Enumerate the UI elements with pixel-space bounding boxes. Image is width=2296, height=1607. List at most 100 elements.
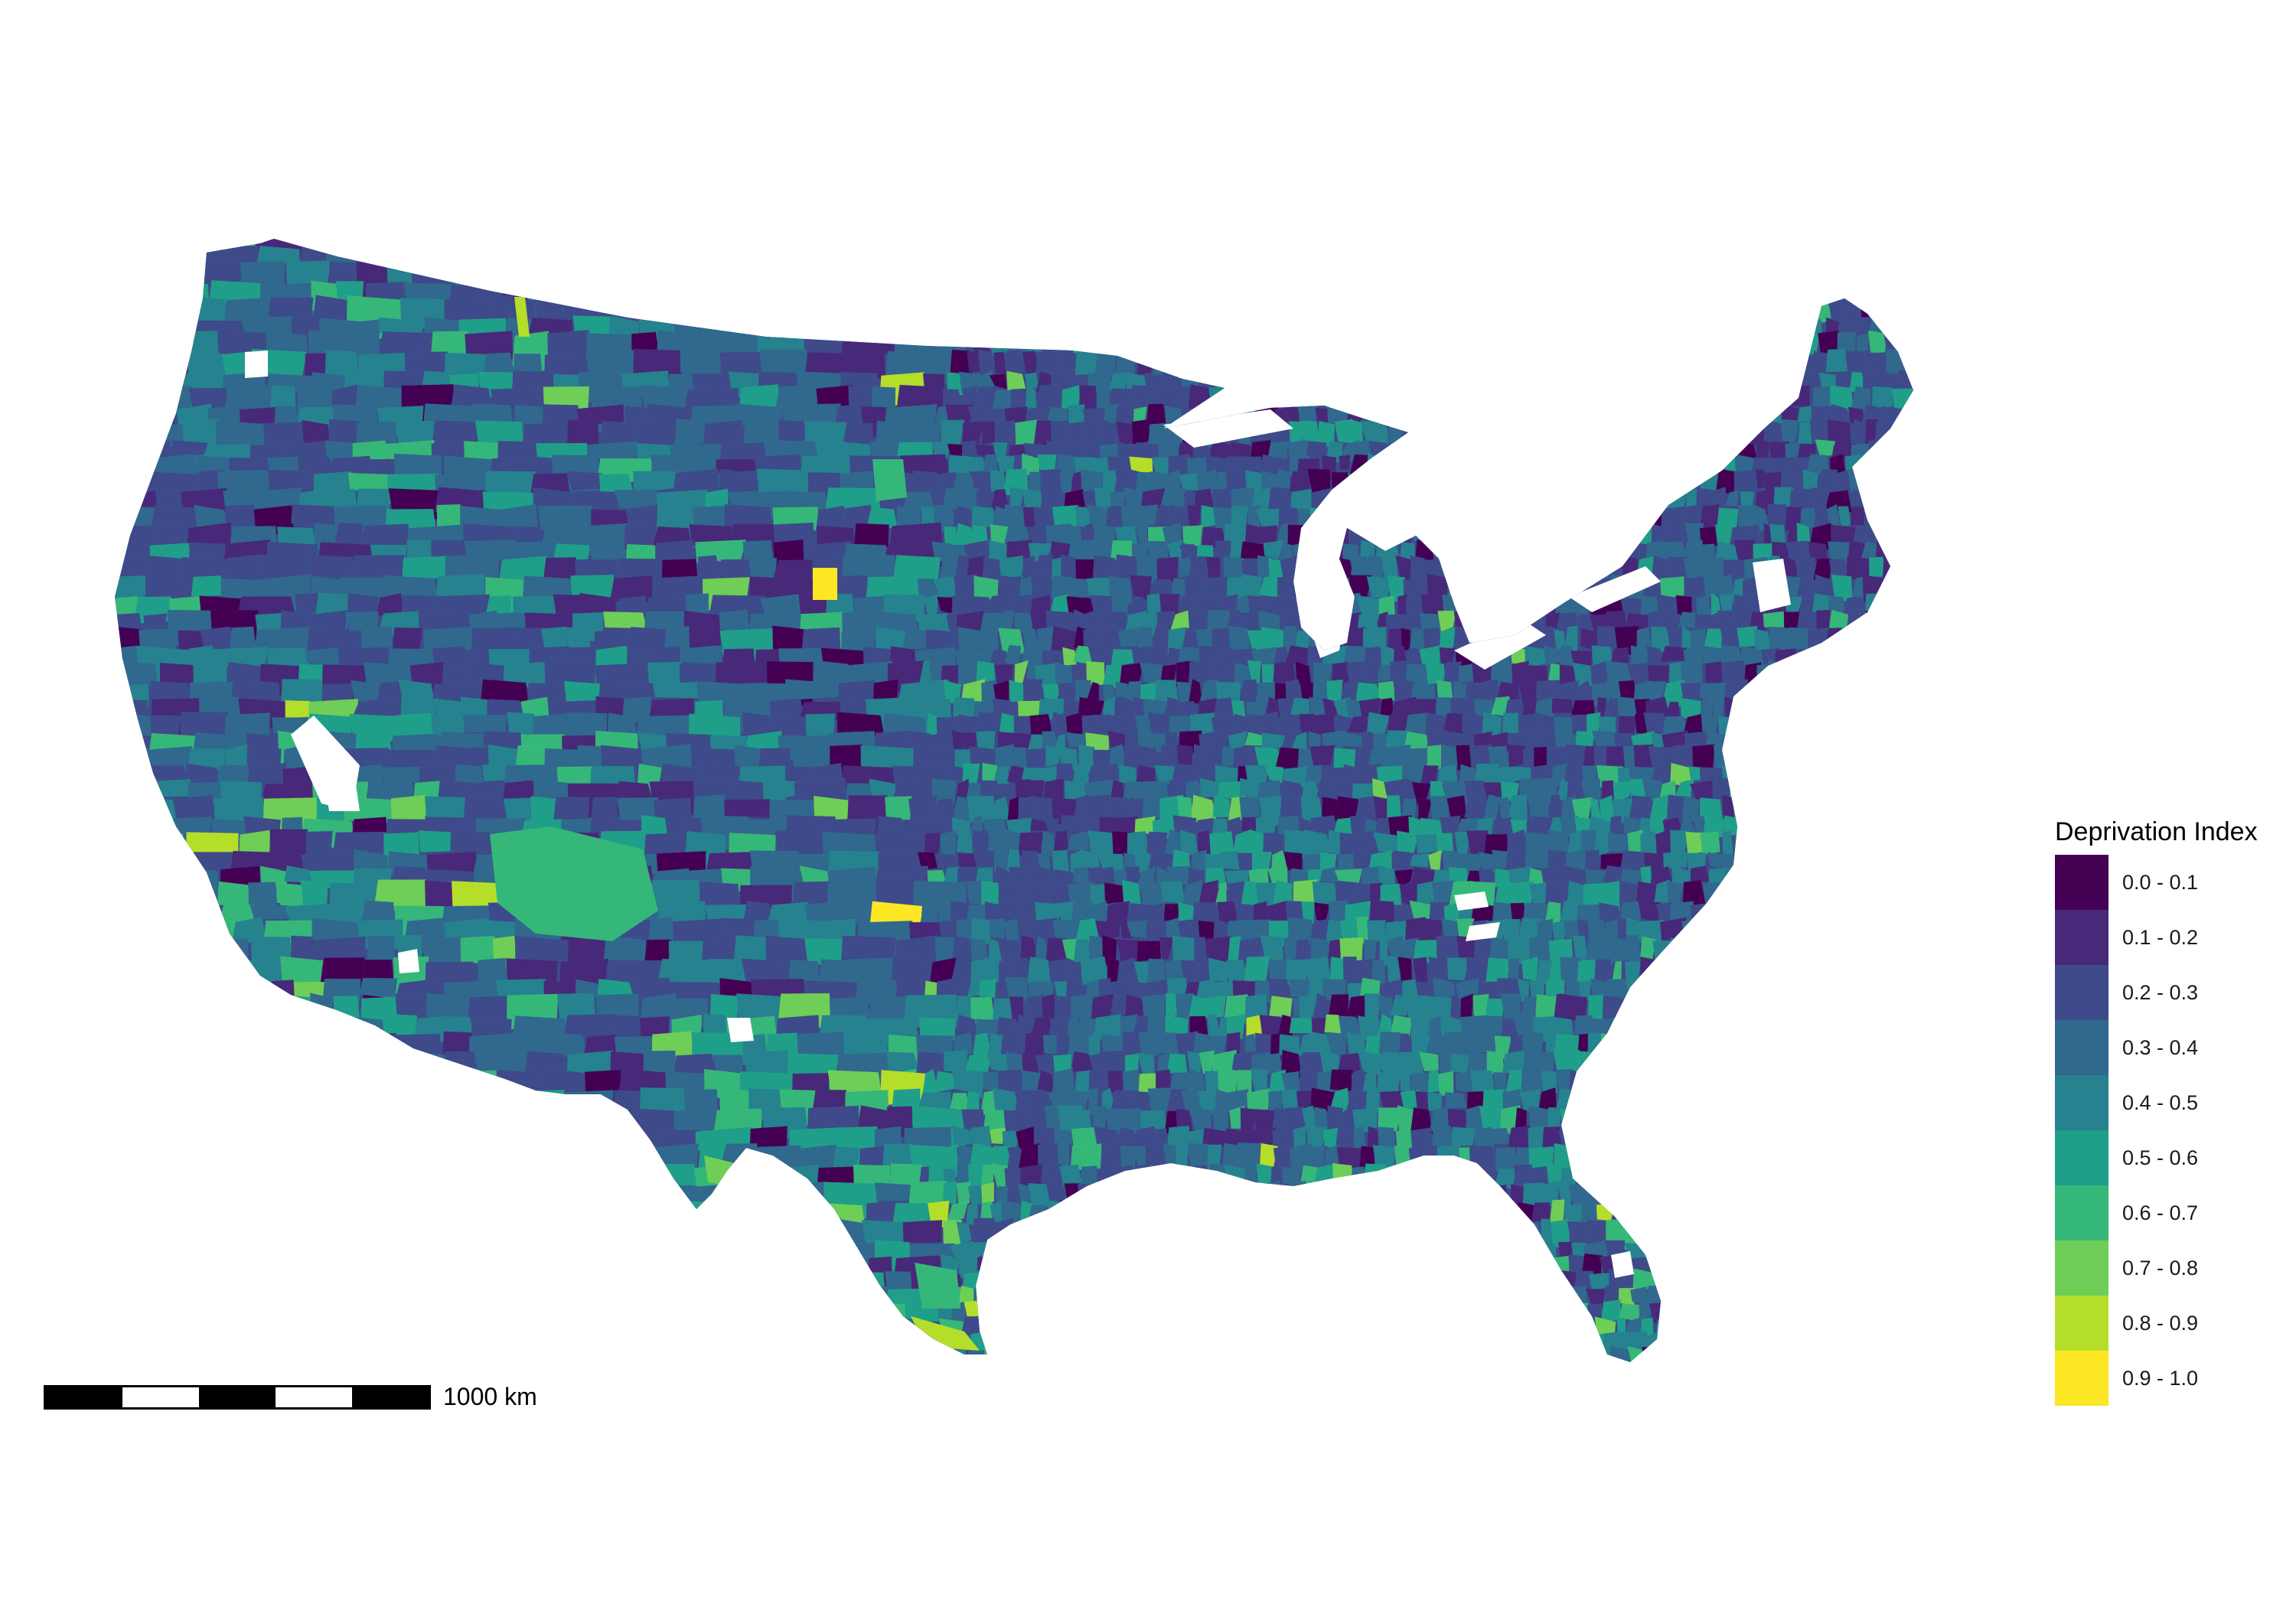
map-region [667, 279, 698, 298]
map-region [1757, 1284, 1776, 1307]
map-region [1684, 938, 1704, 961]
map-region [1318, 1286, 1338, 1309]
map-region [1612, 295, 1628, 321]
map-region [1825, 348, 1848, 373]
map-region [1619, 880, 1638, 905]
map-region [1281, 280, 1303, 303]
map-region [1778, 796, 1805, 825]
map-region [1564, 420, 1580, 445]
map-region [652, 681, 701, 699]
map-region [1395, 239, 1413, 252]
map-region [1924, 781, 1942, 800]
map-region [115, 979, 148, 1007]
map-region [1702, 249, 1720, 272]
map-region [1554, 468, 1574, 497]
map-region [1510, 1244, 1528, 1260]
map-region [1618, 1033, 1643, 1058]
map-region [603, 611, 647, 629]
map-region [1792, 1071, 1812, 1094]
map-region [968, 280, 989, 306]
map-region [285, 700, 312, 719]
map-region [1835, 1128, 1851, 1148]
map-region [1920, 1015, 1941, 1035]
map-region [1534, 993, 1557, 1020]
map-region [1371, 373, 1391, 393]
map-region [624, 1269, 669, 1312]
map-region [999, 555, 1023, 579]
map-region [1604, 1092, 1628, 1113]
map-region [1471, 239, 1490, 256]
map-region [1377, 1257, 1389, 1276]
map-region [1875, 1068, 1886, 1097]
map-region [1491, 1240, 1512, 1261]
map-region [1270, 1268, 1290, 1291]
map-region [1371, 1270, 1387, 1292]
map-region [1841, 259, 1868, 290]
map-region [1537, 250, 1565, 264]
map-region [1062, 647, 1077, 667]
map-region [1743, 696, 1761, 719]
map-region [633, 1241, 671, 1267]
map-region [1170, 351, 1188, 380]
map-region [1272, 1128, 1296, 1149]
map-region [1406, 1166, 1419, 1187]
map-region [1755, 468, 1766, 489]
map-region [366, 1146, 419, 1181]
map-region [1817, 681, 1836, 701]
map-region [1904, 262, 1913, 288]
map-region [1289, 1017, 1313, 1034]
map-region [1472, 1165, 1495, 1191]
map-region [266, 1129, 295, 1158]
map-region [1820, 1089, 1839, 1116]
map-region [1035, 1283, 1055, 1309]
map-region [1355, 1299, 1374, 1328]
map-region [1479, 370, 1493, 392]
map-region [1746, 715, 1766, 736]
map-region [1824, 1126, 1839, 1150]
map-region [115, 936, 158, 978]
map-region [1842, 1031, 1864, 1057]
map-region [1877, 937, 1900, 967]
map-region [1828, 993, 1844, 1022]
map-region [1166, 865, 1191, 886]
map-region [1753, 245, 1768, 271]
map-region [1590, 505, 1615, 533]
map-region [1285, 318, 1307, 336]
map-region [856, 262, 888, 288]
map-region [1910, 901, 1913, 927]
map-region [1914, 455, 1932, 479]
map-region [1519, 406, 1536, 423]
map-region [115, 407, 155, 440]
map-region [1675, 1164, 1697, 1188]
map-region [1446, 957, 1469, 981]
map-region [1505, 442, 1521, 461]
map-region [1538, 1242, 1557, 1261]
map-region [1583, 487, 1609, 510]
map-region [968, 245, 992, 267]
map-region [1668, 556, 1688, 580]
map-region [1817, 731, 1841, 748]
map-region [980, 259, 1000, 288]
map-region [1582, 1128, 1598, 1154]
map-region [1410, 1286, 1434, 1306]
map-region [1263, 385, 1283, 410]
map-region [1770, 765, 1789, 786]
map-region [1571, 487, 1588, 516]
map-region [1815, 851, 1830, 871]
map-region [1137, 940, 1162, 963]
map-region [1445, 372, 1464, 392]
map-region [1684, 993, 1701, 1023]
map-region [1590, 383, 1603, 409]
map-region [1753, 1217, 1779, 1244]
map-region [1839, 1089, 1864, 1114]
map-region [1565, 298, 1584, 323]
map-region [1293, 556, 1313, 580]
map-region [378, 331, 435, 355]
map-region [1903, 282, 1913, 304]
map-region [1589, 524, 1603, 545]
map-region [1844, 696, 1869, 723]
map-region [1254, 1270, 1272, 1292]
map-region [1909, 996, 1913, 1021]
map-region [1900, 239, 1913, 253]
map-region [1303, 239, 1328, 251]
